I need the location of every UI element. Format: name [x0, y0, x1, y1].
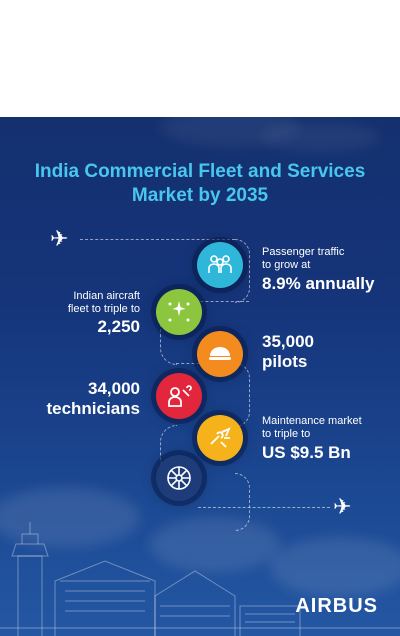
- cloud-decoration: [270, 537, 400, 597]
- passenger-value: 8.9% annually: [262, 274, 375, 293]
- flight-path-line: [80, 239, 235, 240]
- flight-path-line: [175, 301, 249, 302]
- pilots-label: pilots: [262, 352, 308, 371]
- airplane-icon: ✈: [50, 226, 69, 251]
- passenger-label-1: Passenger traffic: [262, 246, 345, 258]
- passenger-label-2: to grow at: [262, 259, 311, 271]
- title-line-1: India Commercial Fleet and Services: [34, 161, 366, 182]
- fleet-value: 2,250: [97, 317, 140, 336]
- engine-icon: [156, 455, 202, 501]
- pilots-value: 35,000: [262, 332, 314, 351]
- technicians-label: technicians: [46, 399, 140, 418]
- fleet-label-1: Indian aircraft: [73, 290, 140, 302]
- airport-city-silhouette: [0, 522, 400, 636]
- technician-wrench-icon: [156, 373, 202, 419]
- page-title: India Commercial Fleet and Services Mark…: [0, 160, 400, 208]
- title-line-2: Market by 2035: [131, 185, 269, 206]
- maintenance-tools-icon: [197, 415, 243, 461]
- aircraft-fleet-icon: [156, 289, 202, 335]
- flight-path-line: [198, 507, 330, 508]
- airplane-icon: ✈: [333, 494, 352, 519]
- maintenance-value: US $9.5 Bn: [262, 443, 351, 462]
- airbus-logo: AIRBUS: [295, 595, 378, 617]
- people-icon: [197, 242, 243, 288]
- maintenance-label-1: Maintenance market: [262, 415, 362, 427]
- cloud-decoration: [150, 517, 280, 572]
- pilot-cap-icon: [197, 331, 243, 377]
- infographic-poster: India Commercial Fleet and Services Mark…: [0, 117, 400, 636]
- flight-path-curve: [235, 363, 250, 427]
- fleet-label-2: fleet to triple to: [67, 303, 140, 315]
- cloud-decoration: [260, 122, 380, 152]
- technicians-value: 34,000: [88, 379, 140, 398]
- cloud-decoration: [0, 487, 140, 547]
- maintenance-label-2: to triple to: [262, 428, 311, 440]
